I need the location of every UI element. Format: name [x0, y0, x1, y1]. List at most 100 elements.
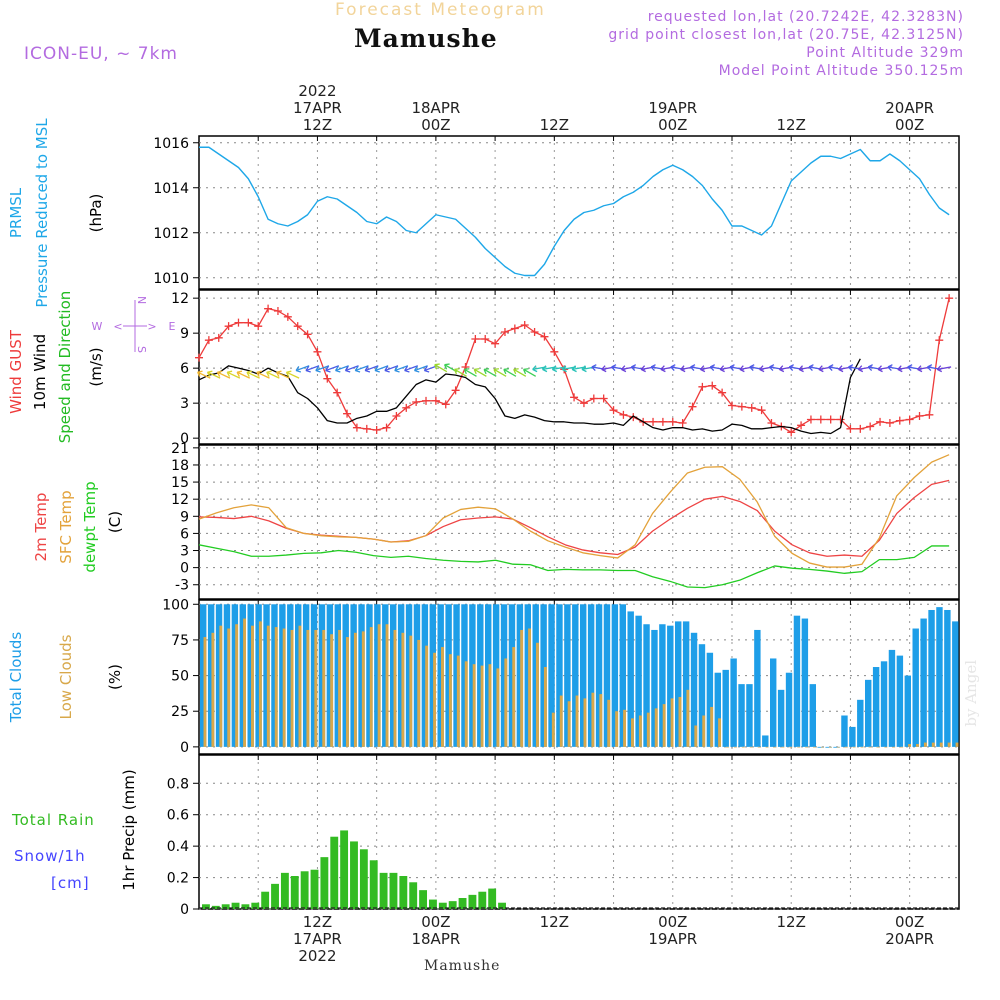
wind-ytick-label: 9 [180, 326, 189, 342]
gust-marker [747, 403, 756, 412]
gust-marker [510, 324, 519, 333]
station-name: Mamushe [354, 24, 498, 53]
wind-arrow-head [354, 366, 361, 373]
total-clouds-bar [746, 684, 753, 747]
low-clouds-bar [274, 627, 278, 747]
gust-marker [323, 374, 332, 383]
gust-marker [234, 318, 243, 327]
total-clouds-bar [405, 604, 413, 747]
wind-arrow-head [936, 365, 943, 373]
gust-marker [649, 417, 658, 426]
gust-marker [925, 410, 934, 419]
wind-arrow-shaft [483, 368, 497, 377]
total-clouds-bar [849, 726, 856, 747]
wind-direction-arrow [266, 370, 280, 379]
wind-arrow-head [384, 366, 390, 373]
model-point-altitude: Model Point Altitude 350.125m [718, 63, 964, 79]
total-clouds-bar [698, 644, 706, 747]
wind-arrow-shaft [315, 365, 330, 372]
total-clouds-bar [524, 604, 531, 747]
low-clouds-bar [631, 718, 634, 747]
gust-marker [895, 416, 904, 425]
gust-marker [816, 415, 825, 424]
total-clouds-bar [825, 746, 832, 748]
gust-marker [195, 353, 203, 362]
wind-arrow-head [828, 364, 834, 372]
top-time-label: 19APR [648, 99, 697, 117]
low-clouds-bar [251, 625, 254, 747]
low-clouds-bar [733, 746, 737, 748]
temperature-ytick-label: 0 [180, 561, 189, 577]
top-time-label: 20APR [885, 99, 934, 117]
gust-marker [905, 415, 914, 424]
total-clouds-bar [207, 604, 215, 747]
wind-arrow-shaft [374, 365, 389, 372]
low-clouds-bar [243, 618, 246, 747]
total-clouds-bar [492, 604, 500, 747]
wind-arrow-head [739, 365, 745, 373]
compass-west: W [92, 320, 103, 333]
wind-arrow-head [364, 366, 371, 373]
low-clouds-bar [409, 635, 413, 747]
gust-marker [935, 336, 944, 345]
low-clouds-bar [441, 647, 444, 747]
total-clouds-bar [508, 604, 516, 747]
low-clouds-bar [456, 655, 460, 747]
wind-arrow-shaft [434, 364, 448, 373]
gust-marker [530, 328, 539, 336]
total-clouds-bar [374, 604, 381, 747]
wind-ytick-label: 6 [180, 361, 189, 377]
temperature-ytick-label: 12 [171, 492, 189, 508]
total-clouds-bar [706, 652, 714, 747]
wind-arrow-head [847, 364, 854, 372]
rain-bar [300, 871, 309, 909]
wind-arrow-shaft [335, 365, 349, 372]
total-clouds-bar [928, 609, 935, 747]
wind-arrow-head [897, 365, 903, 373]
wind-arrow-head [670, 364, 676, 372]
total-clouds-bar [667, 625, 674, 747]
low-clouds-label: Low Clouds [57, 634, 75, 719]
sfc-temp-label: SFC Temp [57, 490, 75, 563]
total-clouds-bar [556, 604, 563, 747]
rain-bar [320, 857, 329, 909]
prmsl-line [199, 146, 950, 277]
low-clouds-bar [361, 631, 365, 747]
low-clouds-bar [203, 637, 207, 747]
clouds-ytick-label: 100 [162, 597, 189, 613]
rain-bar [429, 899, 437, 909]
rain-bar [359, 849, 368, 909]
total-clouds-bar [421, 604, 429, 747]
low-clouds-bar [789, 746, 793, 748]
wind-arrow-head [808, 364, 814, 372]
gust-marker [214, 333, 223, 342]
temperature-ytick-label: 18 [171, 458, 189, 474]
wind-arrow-shaft [523, 368, 537, 377]
wind-direction-arrow [463, 368, 477, 377]
gust-marker [787, 428, 796, 437]
wind-arrow-head [295, 366, 302, 373]
low-clouds-bar [504, 658, 508, 747]
wind-direction-arrow [206, 370, 221, 379]
total-clouds-bar [477, 604, 484, 747]
wind-direction-arrow [384, 365, 399, 373]
total-clouds-bar [318, 604, 326, 747]
gust-marker [244, 318, 253, 327]
top-time-label: 12Z [777, 116, 806, 134]
wind-arrow-head [778, 365, 785, 373]
wind-arrow-head [275, 370, 282, 377]
low-clouds-bar [266, 625, 270, 747]
rain-bar [389, 872, 398, 909]
top-time-label: 00Z [658, 116, 687, 134]
rain-bar [419, 890, 428, 909]
wind-arrow-shaft [276, 371, 290, 379]
low-clouds-bar [314, 629, 318, 747]
temperature-frame [198, 444, 960, 600]
total-clouds-bar [785, 672, 793, 747]
total-clouds-bar [888, 649, 896, 747]
total-clouds-bar [754, 629, 761, 747]
total-clouds-bar [944, 609, 951, 747]
model-label: ICON-EU, ~ 7km [24, 44, 178, 64]
low-clouds-bar [781, 746, 785, 748]
precipitation-ytick-label: 0 [180, 902, 189, 918]
